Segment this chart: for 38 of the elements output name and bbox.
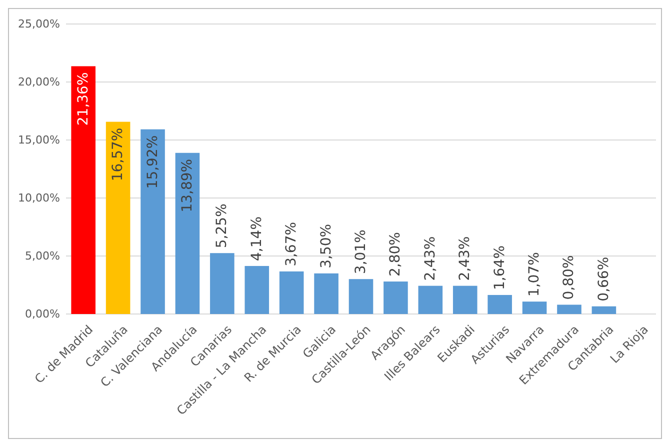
bar: [210, 253, 234, 314]
data-label: 13,89%: [179, 158, 196, 212]
bar: [106, 122, 130, 314]
bar: [244, 266, 270, 314]
data-label: 2,43%: [422, 236, 438, 281]
data-label: 15,92%: [144, 135, 161, 189]
y-tick-label: 25,00%: [18, 18, 60, 30]
bar: [314, 273, 338, 314]
data-label: 3,67%: [284, 222, 300, 266]
bar: [418, 286, 443, 314]
bar: [348, 279, 374, 314]
bar: [384, 282, 408, 314]
data-label: 0,66%: [596, 256, 612, 302]
bar: [140, 129, 165, 314]
bar: [522, 302, 547, 314]
data-label: 0,80%: [561, 255, 578, 300]
bar: [71, 66, 96, 314]
bar: [175, 152, 200, 314]
y-tick-label: 10,00%: [18, 192, 60, 204]
bar: [279, 271, 304, 314]
bar: [488, 294, 512, 314]
data-label: 3,01%: [353, 230, 369, 274]
bar: [557, 304, 582, 314]
data-label: 4,14%: [248, 216, 265, 261]
data-label: 2,80%: [388, 232, 404, 277]
data-label: 2,43%: [457, 236, 474, 281]
y-tick-label: 5,00%: [25, 250, 60, 262]
data-label: 5,25%: [214, 204, 230, 248]
y-tick-label: 15,00%: [18, 134, 60, 146]
data-label: 1,07%: [526, 252, 543, 297]
data-label: 1,64%: [492, 245, 508, 290]
y-tick-label: 0,00%: [25, 308, 60, 320]
bar: [452, 286, 478, 314]
data-label: 16,57%: [110, 128, 126, 182]
y-tick-label: 20,00%: [18, 76, 60, 88]
data-label: 3,50%: [318, 224, 334, 268]
data-label: 21,36%: [75, 72, 92, 126]
bar: [592, 306, 616, 314]
